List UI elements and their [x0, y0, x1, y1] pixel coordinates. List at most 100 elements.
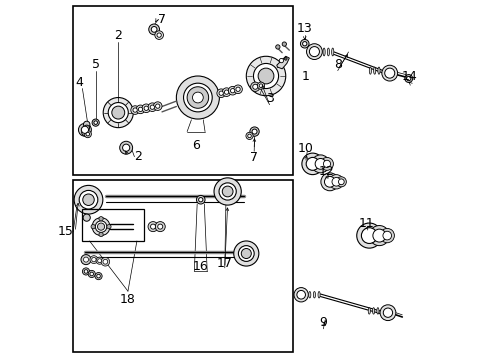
Circle shape	[241, 248, 251, 258]
Circle shape	[131, 106, 139, 114]
Circle shape	[279, 58, 283, 63]
Circle shape	[144, 106, 148, 111]
Circle shape	[284, 57, 286, 60]
Circle shape	[86, 132, 89, 136]
Circle shape	[95, 221, 106, 232]
Text: 7: 7	[250, 151, 258, 164]
Circle shape	[150, 105, 154, 109]
Bar	[82, 209, 144, 241]
Circle shape	[356, 223, 381, 248]
Circle shape	[99, 217, 103, 221]
Text: 17: 17	[216, 257, 232, 270]
Circle shape	[74, 185, 102, 214]
Circle shape	[90, 256, 98, 264]
Circle shape	[106, 225, 111, 229]
Circle shape	[361, 228, 376, 243]
Circle shape	[406, 76, 410, 81]
Circle shape	[301, 153, 323, 175]
Circle shape	[92, 257, 96, 262]
Circle shape	[101, 257, 109, 266]
Circle shape	[103, 98, 133, 128]
Text: 14: 14	[401, 70, 416, 83]
Circle shape	[148, 103, 156, 112]
Circle shape	[84, 270, 88, 273]
Circle shape	[300, 40, 308, 48]
Circle shape	[314, 158, 325, 169]
Circle shape	[379, 228, 394, 243]
Circle shape	[233, 85, 242, 94]
Circle shape	[245, 132, 253, 139]
Circle shape	[275, 45, 280, 49]
Circle shape	[250, 82, 260, 91]
Circle shape	[148, 24, 159, 35]
Circle shape	[214, 178, 241, 205]
Circle shape	[153, 102, 162, 111]
Circle shape	[83, 125, 89, 131]
Bar	[73, 6, 292, 175]
Circle shape	[91, 225, 95, 229]
Circle shape	[198, 198, 203, 202]
Circle shape	[136, 105, 144, 114]
Circle shape	[311, 155, 329, 173]
Circle shape	[142, 104, 150, 113]
Text: 16: 16	[192, 260, 208, 273]
Circle shape	[82, 268, 89, 275]
Circle shape	[192, 92, 203, 103]
Text: 2: 2	[134, 150, 142, 163]
Circle shape	[383, 308, 392, 318]
Text: 8: 8	[333, 58, 341, 71]
Circle shape	[282, 42, 286, 46]
Text: 12: 12	[319, 165, 334, 178]
Text: 5: 5	[91, 58, 100, 71]
Circle shape	[323, 160, 330, 167]
Ellipse shape	[373, 67, 375, 74]
Circle shape	[247, 134, 251, 138]
Polygon shape	[276, 56, 289, 69]
Text: 3: 3	[265, 92, 273, 105]
Circle shape	[305, 157, 319, 170]
Circle shape	[251, 129, 257, 134]
Ellipse shape	[317, 292, 320, 298]
Circle shape	[324, 176, 335, 187]
Circle shape	[222, 186, 233, 197]
Circle shape	[183, 83, 212, 112]
Circle shape	[108, 103, 128, 123]
Circle shape	[336, 177, 346, 187]
Circle shape	[258, 68, 273, 84]
Circle shape	[84, 131, 91, 138]
Circle shape	[196, 195, 204, 204]
Circle shape	[81, 255, 91, 265]
Text: 6: 6	[192, 139, 200, 152]
Text: 9: 9	[319, 316, 326, 329]
Circle shape	[157, 33, 161, 37]
Circle shape	[97, 274, 100, 278]
Circle shape	[379, 305, 395, 320]
Ellipse shape	[377, 67, 379, 74]
Ellipse shape	[323, 48, 325, 56]
Circle shape	[338, 179, 344, 185]
Circle shape	[83, 214, 90, 221]
Ellipse shape	[367, 308, 369, 314]
Circle shape	[120, 141, 132, 154]
Circle shape	[155, 31, 163, 40]
Text: 4: 4	[76, 76, 83, 89]
Text: 1: 1	[301, 69, 309, 82]
Circle shape	[98, 259, 102, 263]
Ellipse shape	[326, 48, 329, 56]
Circle shape	[309, 46, 319, 57]
Circle shape	[92, 218, 110, 235]
Circle shape	[372, 229, 385, 242]
Ellipse shape	[313, 292, 315, 298]
Circle shape	[230, 89, 234, 93]
Circle shape	[158, 224, 163, 229]
Circle shape	[257, 82, 264, 89]
Circle shape	[176, 76, 219, 119]
Circle shape	[97, 223, 104, 230]
Circle shape	[293, 288, 308, 302]
Circle shape	[381, 65, 397, 81]
Circle shape	[219, 91, 223, 95]
Circle shape	[404, 75, 412, 82]
Circle shape	[83, 121, 90, 128]
Circle shape	[368, 226, 388, 246]
Ellipse shape	[372, 308, 374, 314]
